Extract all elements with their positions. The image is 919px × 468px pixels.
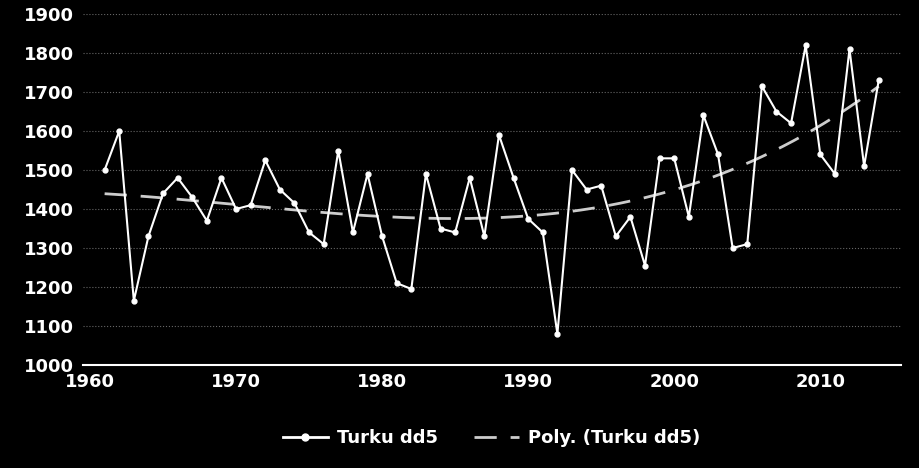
Poly. (Turku dd5) xyxy=(560,209,571,215)
Poly. (Turku dd5) xyxy=(448,216,460,221)
Poly. (Turku dd5) xyxy=(754,155,766,161)
Turku dd5 xyxy=(231,206,242,212)
Turku dd5 xyxy=(391,280,403,286)
Turku dd5 xyxy=(552,331,563,336)
Legend: Turku dd5, Poly. (Turku dd5): Turku dd5, Poly. (Turku dd5) xyxy=(276,422,708,454)
Poly. (Turku dd5) xyxy=(102,191,113,197)
Poly. (Turku dd5) xyxy=(575,207,586,213)
Poly. (Turku dd5) xyxy=(873,83,884,89)
Turku dd5 xyxy=(566,167,577,173)
Turku dd5 xyxy=(800,43,811,48)
Turku dd5 xyxy=(873,78,884,83)
Turku dd5 xyxy=(640,263,651,269)
Line: Turku dd5: Turku dd5 xyxy=(102,43,881,336)
Turku dd5 xyxy=(523,216,534,222)
Turku dd5 xyxy=(99,167,110,173)
Poly. (Turku dd5) xyxy=(99,191,110,197)
Poly. (Turku dd5) xyxy=(562,209,573,215)
Line: Poly. (Turku dd5): Poly. (Turku dd5) xyxy=(105,86,879,219)
Poly. (Turku dd5) xyxy=(803,130,814,135)
Turku dd5 xyxy=(581,187,592,192)
